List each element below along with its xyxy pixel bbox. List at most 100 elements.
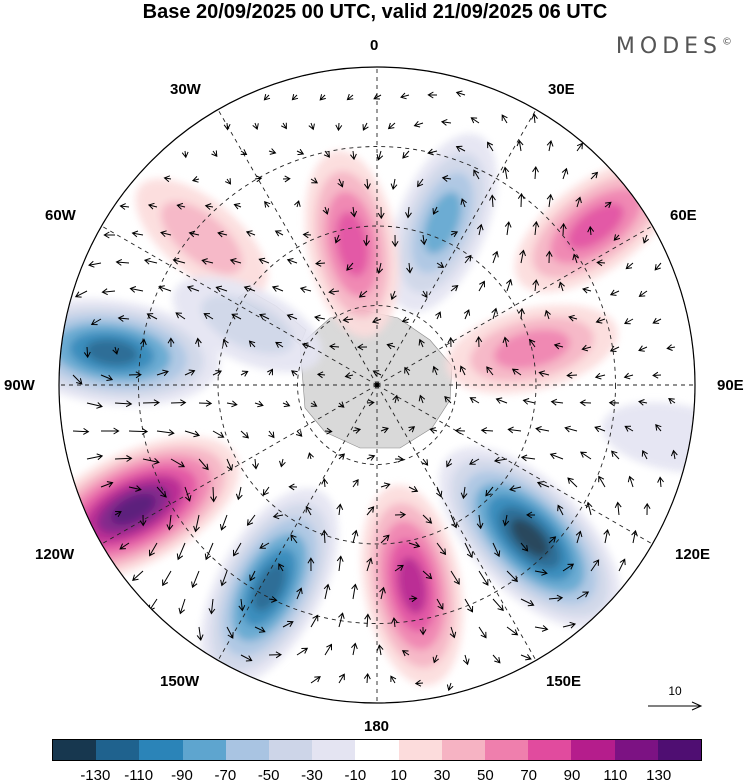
wind-arrow [608, 399, 620, 407]
reference-vector [648, 701, 703, 711]
wind-arrow [652, 371, 662, 379]
wind-arrow [286, 313, 298, 321]
wind-arrow [142, 399, 160, 407]
wind-arrow [156, 429, 175, 436]
wind-arrow [642, 234, 650, 244]
wind-arrow [114, 400, 133, 408]
wind-arrow [336, 555, 344, 572]
wind-arrow [268, 148, 277, 155]
wind-arrow [342, 316, 354, 323]
wind-arrow [464, 598, 474, 613]
wind-arrow [100, 374, 114, 381]
wind-arrow [557, 504, 564, 516]
wind-arrow [440, 118, 452, 126]
wind-arrow [363, 234, 371, 247]
wind-arrow [162, 570, 172, 587]
wind-arrow [520, 598, 535, 607]
wind-arrow [548, 594, 564, 602]
wind-arrow [296, 148, 305, 156]
wind-arrow [436, 486, 443, 498]
wind-arrow [212, 370, 222, 377]
wind-arrow [436, 542, 447, 556]
wind-arrow [534, 569, 548, 576]
wind-arrow [654, 262, 662, 271]
wind-arrow [329, 343, 340, 351]
wind-arrow [572, 253, 579, 264]
wind-arrow [504, 221, 512, 236]
wind-arrow [248, 340, 256, 348]
wind-arrow [156, 486, 167, 498]
wind-arrow [544, 309, 551, 320]
wind-arrow [198, 399, 213, 407]
positive-anomaly-contour [110, 493, 156, 525]
colorbar-cell [528, 740, 572, 760]
wind-arrow [579, 451, 592, 460]
wind-arrow [170, 399, 187, 407]
wind-arrow [449, 626, 457, 639]
wind-arrow [487, 141, 494, 152]
wind-arrow [413, 120, 424, 128]
colorbar [52, 739, 702, 761]
wind-arrow [336, 503, 344, 516]
latitude-circle [217, 225, 537, 545]
wind-arrow [176, 202, 186, 210]
wind-arrow [576, 591, 590, 600]
wind-arrow [314, 314, 326, 322]
wind-arrow [119, 542, 130, 550]
colorbar-tick-label: 130 [646, 767, 672, 784]
wind-arrow [401, 650, 410, 657]
wind-arrow [595, 317, 606, 324]
wind-arrow [372, 317, 382, 324]
wind-arrow [128, 485, 142, 492]
wind-arrow [625, 262, 634, 270]
wind-arrow [198, 458, 209, 471]
colorbar-tick-label: 110 [603, 767, 628, 784]
wind-arrow [489, 194, 496, 208]
wind-arrow [191, 570, 200, 589]
wind-arrow [282, 400, 291, 408]
wind-arrow [224, 178, 232, 185]
wind-arrow [338, 453, 345, 460]
wind-arrow [420, 234, 428, 246]
wind-arrow [238, 598, 246, 612]
wind-arrow [302, 231, 312, 239]
latitude-circle [297, 305, 457, 465]
wind-arrow [364, 613, 371, 628]
lon-label-150e: 150E [546, 673, 582, 690]
wind-arrow [390, 178, 398, 191]
wind-arrow [516, 139, 524, 152]
wind-arrow [478, 626, 487, 639]
colorbar-cell [96, 740, 140, 760]
wind-arrow [286, 258, 298, 265]
wind-arrow [422, 458, 429, 466]
wind-arrow [459, 365, 466, 376]
wind-arrow [401, 316, 410, 323]
wind-arrow [366, 454, 376, 461]
wind-arrow [532, 279, 540, 292]
wind-arrow [146, 313, 158, 320]
wind-arrow [575, 196, 582, 208]
wind-arrow [208, 598, 216, 615]
wind-arrow [175, 312, 186, 320]
colorbar-tick-label: -130 [80, 767, 111, 784]
wind-arrow [357, 343, 368, 351]
wind-arrow [655, 424, 662, 432]
wind-arrow [346, 262, 354, 271]
wind-arrow [90, 318, 102, 326]
wind-arrow [249, 570, 256, 582]
lon-label-0: 0 [370, 37, 379, 54]
wind-arrow [531, 113, 538, 124]
wind-arrow [254, 400, 264, 408]
wind-arrow [509, 485, 522, 492]
colorbar-tick-label: 10 [390, 767, 407, 784]
wind-arrow [274, 230, 284, 237]
wind-arrow [172, 257, 186, 265]
wind-arrow [366, 506, 375, 516]
wind-arrow [386, 342, 396, 350]
wind-arrow [222, 338, 229, 348]
wind-arrow [316, 371, 326, 379]
wind-arrow [366, 399, 375, 407]
wind-arrow [254, 626, 266, 633]
wind-arrow [581, 344, 592, 352]
wind-arrow [363, 178, 371, 190]
